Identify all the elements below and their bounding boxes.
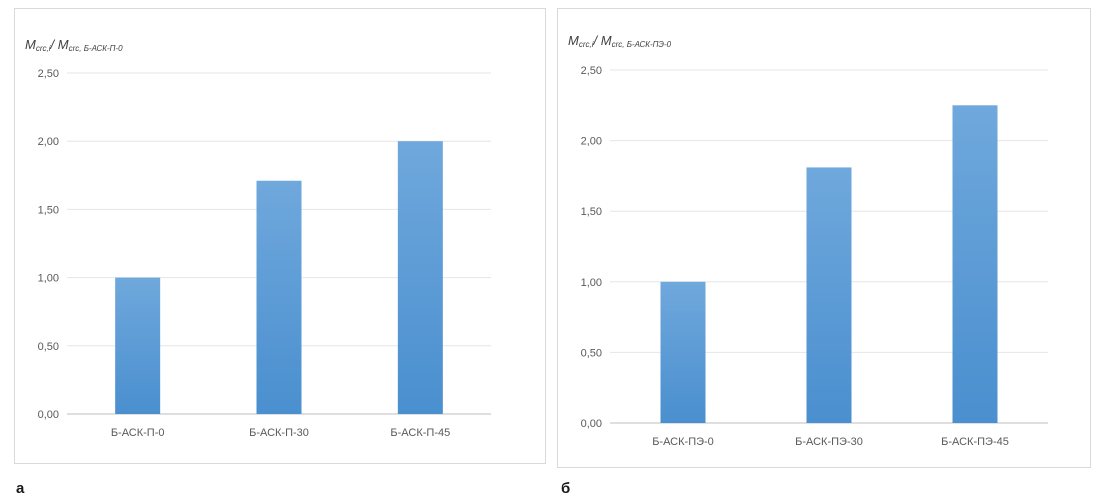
y-tick-label: 1,00 [38,273,59,285]
bar [952,105,998,424]
y-tick-label: 0,50 [581,347,602,359]
x-tick-label: Б-АСК-ПЭ-45 [941,436,1009,448]
y-axis-label: Mcrc,i/ Mcrc, Б-АСК-П-0 [25,37,123,53]
y-tick-label: 0,50 [38,341,59,353]
y-tick-label: 2,00 [581,136,602,148]
bar [115,277,161,414]
y-tick-label: 2,50 [38,68,59,80]
chart-panel-a: Mcrc,i/ Mcrc, Б-АСК-П-0 0,00 0,50 1,00 1,50… [14,8,546,464]
bar-chart-a: 0,00 0,50 1,00 1,50 2,00 2,50 Б-АСК-П-0 Б-АСК-П… [38,68,491,439]
y-tick-label: 2,50 [581,65,602,77]
x-tick-label: Б-АСК-П-30 [249,427,309,439]
x-tick-label: Б-АСК-ПЭ-30 [795,436,863,448]
y-tick-label: 1,50 [38,204,59,216]
y-tick-label: 1,50 [581,206,602,218]
y-tick-label: 2,00 [38,136,59,148]
panel-label-b: б [561,480,571,497]
x-tick-label: Б-АСК-ПЭ-0 [652,436,714,448]
bar [660,281,706,423]
y-tick-label: 1,00 [581,277,602,289]
x-tick-label: Б-АСК-П-0 [111,427,165,439]
bar-chart-b: 0,00 0,50 1,00 1,50 2,00 2,50 Б-АСК-ПЭ-0 Б-АСК-… [581,65,1048,448]
y-tick-label: 0,00 [581,418,602,430]
y-tick-label: 0,00 [38,409,59,421]
chart-panel-b: Mcrc,i/ Mcrc, Б-АСК-ПЭ-0 0,00 0,50 1,00 1,5… [557,8,1091,468]
bar [806,167,852,423]
x-tick-label: Б-АСК-П-45 [390,427,450,439]
panel-label-a: а [16,480,25,497]
bar [397,141,443,414]
y-axis-label: Mcrc,i/ Mcrc, Б-АСК-ПЭ-0 [568,33,672,49]
bar [256,180,302,414]
